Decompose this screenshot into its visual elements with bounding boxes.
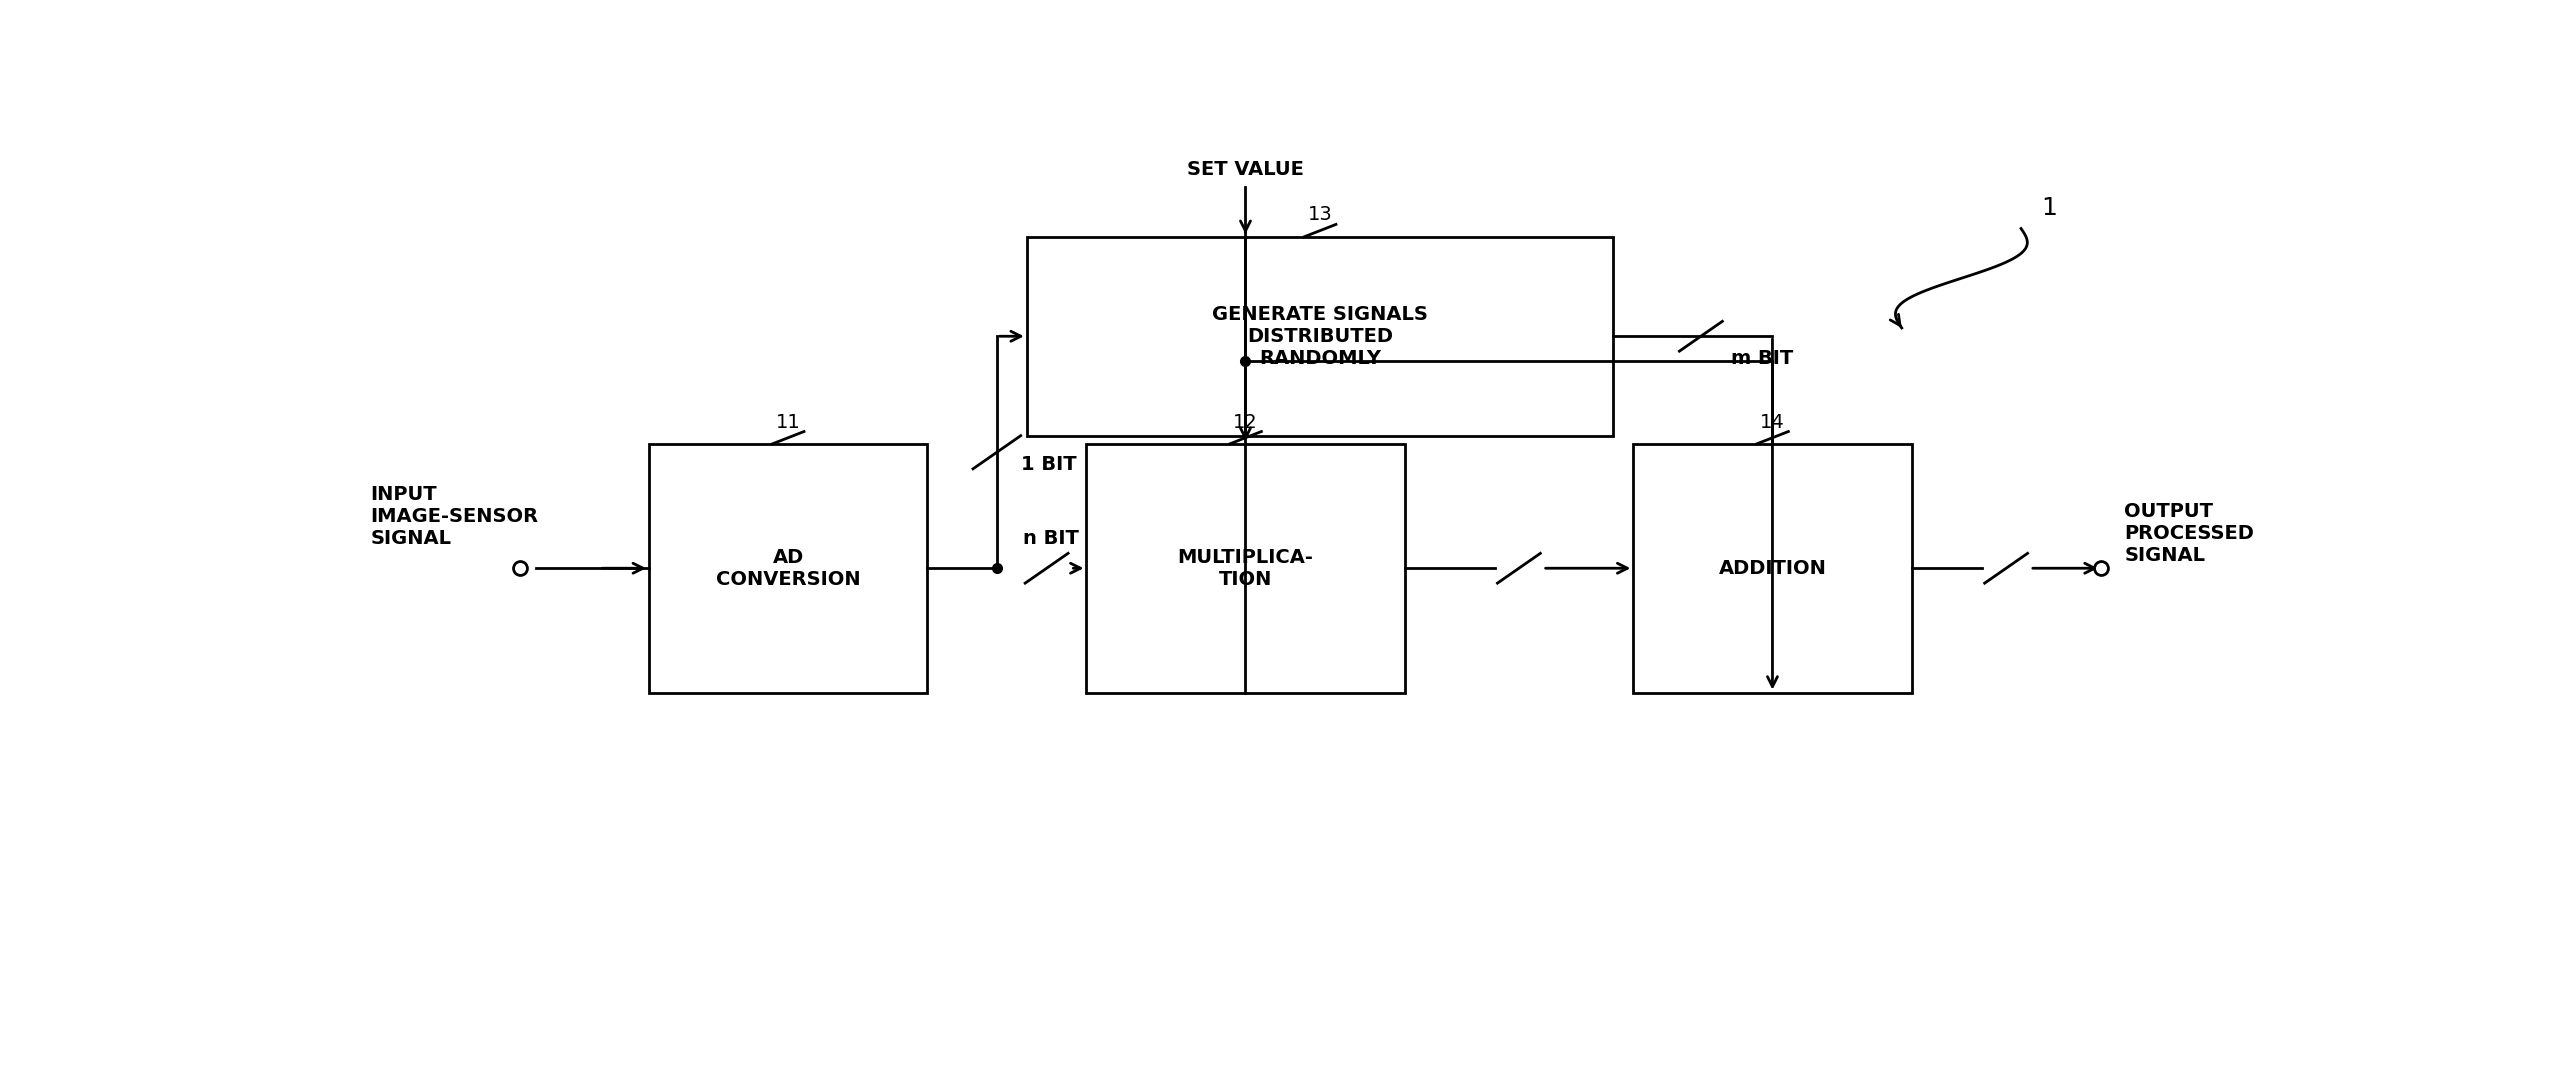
Text: 12: 12 [1234, 412, 1257, 431]
Bar [649, 444, 926, 693]
Bar [1026, 237, 1614, 436]
Text: 1: 1 [2040, 196, 2058, 221]
Text: 13: 13 [1309, 206, 1332, 225]
Text: 11: 11 [775, 412, 801, 431]
Text: MULTIPLICA-
TION: MULTIPLICA- TION [1178, 548, 1314, 589]
Text: m BIT: m BIT [1729, 349, 1794, 368]
Bar [1085, 444, 1404, 693]
Text: 14: 14 [1760, 412, 1786, 431]
Text: ADDITION: ADDITION [1719, 558, 1827, 578]
Text: 1 BIT: 1 BIT [1021, 455, 1075, 475]
Text: OUTPUT
PROCESSED
SIGNAL: OUTPUT PROCESSED SIGNAL [2125, 502, 2256, 565]
Bar [1635, 444, 1912, 693]
Text: GENERATE SIGNALS
DISTRIBUTED
RANDOMLY: GENERATE SIGNALS DISTRIBUTED RANDOMLY [1211, 305, 1429, 368]
Text: SET VALUE: SET VALUE [1188, 160, 1304, 179]
Text: AD
CONVERSION: AD CONVERSION [716, 548, 860, 589]
Text: n BIT: n BIT [1024, 528, 1078, 548]
Text: INPUT
IMAGE-SENSOR
SIGNAL: INPUT IMAGE-SENSOR SIGNAL [370, 485, 539, 549]
